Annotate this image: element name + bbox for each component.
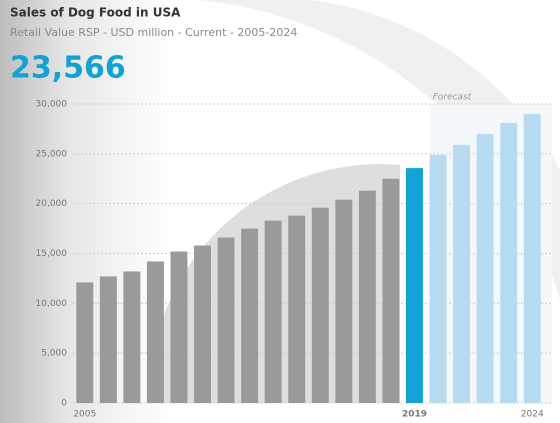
chart-title: Sales of Dog Food in USA: [10, 6, 181, 20]
bar: [523, 113, 541, 403]
bar: [335, 199, 353, 403]
bar: [358, 190, 376, 403]
bar: [311, 207, 329, 403]
bar: [241, 228, 259, 403]
bar: [217, 237, 235, 403]
y-tick-label: 0: [61, 399, 67, 409]
bar: [76, 282, 94, 403]
y-tick-label: 30,000: [36, 100, 68, 110]
forecast-label: Forecast: [433, 93, 472, 103]
bar: [288, 215, 306, 403]
y-tick-label: 20,000: [36, 199, 68, 209]
y-tick-label: 25,000: [36, 149, 68, 159]
bar: [500, 122, 518, 403]
y-tick-label: 10,000: [36, 299, 68, 309]
bar: [264, 220, 282, 403]
x-tick-label: 2024: [521, 410, 544, 420]
bar: [194, 245, 212, 403]
bar: [405, 168, 423, 403]
bar: [476, 133, 494, 403]
x-tick-label: 2005: [73, 410, 96, 420]
headline-value: 23,566: [10, 51, 126, 86]
y-tick-label: 5,000: [41, 349, 67, 359]
bar: [382, 178, 400, 403]
bar: [453, 144, 471, 403]
bar: [146, 261, 164, 403]
bar: [170, 251, 188, 403]
bar: [123, 271, 141, 403]
bar: [429, 154, 447, 403]
bar: [99, 276, 117, 403]
y-tick-label: 15,000: [36, 249, 68, 259]
decoration-arc: [200, 0, 560, 300]
chart-subtitle: Retail Value RSP - USD million - Current…: [10, 26, 297, 39]
x-tick-label: 2019: [402, 410, 427, 420]
